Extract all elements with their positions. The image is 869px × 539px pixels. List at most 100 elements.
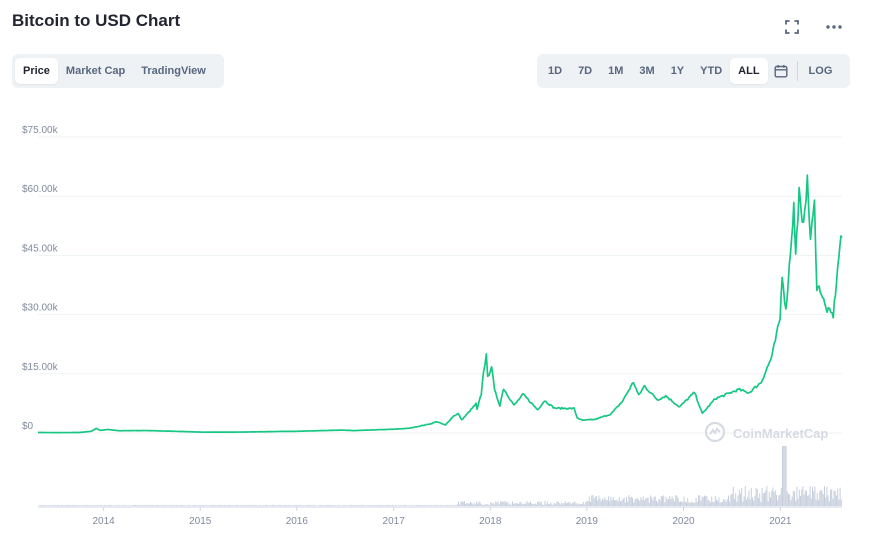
volume-bar xyxy=(178,505,180,506)
volume-bar xyxy=(683,496,685,506)
tab-market-cap[interactable]: Market Cap xyxy=(65,65,126,77)
volume-bar xyxy=(580,503,582,506)
volume-bar xyxy=(606,499,608,506)
volume-bar xyxy=(528,502,530,506)
volume-bar xyxy=(298,505,300,506)
volume-bar xyxy=(808,495,810,506)
volume-bar xyxy=(622,499,624,506)
volume-bar xyxy=(249,505,251,506)
volume-bar xyxy=(180,505,182,506)
volume-bar xyxy=(405,505,407,506)
range-ytd[interactable]: YTD xyxy=(700,65,723,77)
header-actions xyxy=(781,16,845,38)
range-1m[interactable]: 1M xyxy=(608,65,624,77)
volume-bar xyxy=(706,496,708,506)
volume-bar xyxy=(153,505,155,506)
volume-bar xyxy=(287,505,289,506)
volume-bar xyxy=(543,505,545,506)
volume-bar xyxy=(699,495,701,506)
volume-bar xyxy=(356,505,357,506)
volume-bar xyxy=(809,486,811,506)
volume-bar xyxy=(520,502,522,506)
volume-bar xyxy=(612,497,614,506)
tab-price[interactable]: Price xyxy=(15,58,58,84)
range-1d[interactable]: 1D xyxy=(548,65,563,77)
tab-tradingview[interactable]: TradingView xyxy=(141,65,206,77)
volume-bar xyxy=(52,505,54,506)
volume-bar xyxy=(57,505,59,506)
page-title: Bitcoin to USD Chart xyxy=(12,11,181,30)
y-tick-label: $75.00k xyxy=(22,125,59,136)
volume-bar xyxy=(522,504,524,506)
volume-bar xyxy=(645,498,647,506)
volume-bar xyxy=(108,505,110,506)
volume-bar xyxy=(519,502,521,506)
volume-bar xyxy=(821,490,823,506)
volume-bar xyxy=(796,486,798,506)
volume-bar xyxy=(834,491,836,506)
log-toggle[interactable]: LOG xyxy=(808,65,833,77)
volume-bar xyxy=(562,503,564,506)
volume-bar xyxy=(509,503,511,506)
volume-bar xyxy=(510,504,512,506)
volume-bar xyxy=(206,505,207,506)
range-all[interactable]: ALL xyxy=(730,58,768,84)
volume-bar xyxy=(372,505,374,506)
volume-bar xyxy=(544,501,546,506)
volume-bar xyxy=(291,505,293,506)
volume-bar xyxy=(93,505,95,506)
volume-bar xyxy=(92,505,93,506)
volume-bar xyxy=(748,490,750,506)
volume-bar xyxy=(824,486,825,506)
range-7d[interactable]: 7D xyxy=(578,65,593,77)
calendar-button[interactable] xyxy=(768,58,794,84)
volume-bar xyxy=(245,505,247,506)
volume-bar xyxy=(118,505,120,506)
x-tick-label: 2021 xyxy=(769,516,792,527)
volume-bar xyxy=(370,505,372,506)
volume-bar xyxy=(46,505,48,506)
volume-bar xyxy=(424,505,426,506)
volume-bar xyxy=(299,505,301,506)
volume-bar xyxy=(695,497,697,506)
volume-bar xyxy=(137,505,139,506)
volume-bar xyxy=(514,503,516,506)
volume-bar xyxy=(460,501,462,506)
fullscreen-icon[interactable] xyxy=(781,16,803,38)
volume-bar xyxy=(789,494,791,506)
volume-bar xyxy=(570,504,572,506)
volume-bar xyxy=(334,505,336,506)
volume-bar xyxy=(346,505,348,506)
chart-type-tabs: Price Market Cap TradingView xyxy=(12,54,224,88)
volume-bar xyxy=(442,505,444,506)
volume-bar xyxy=(250,505,252,506)
volume-bar xyxy=(308,505,309,506)
volume-bar xyxy=(717,500,719,506)
volume-bar xyxy=(53,505,55,506)
volume-bar xyxy=(840,499,842,506)
volume-bar xyxy=(62,505,63,506)
volume-bar xyxy=(209,505,211,506)
volume-bar xyxy=(220,505,222,506)
volume-bar xyxy=(711,496,713,506)
volume-bar xyxy=(134,505,135,506)
volume-bar xyxy=(802,486,804,506)
range-1y[interactable]: 1Y xyxy=(670,65,685,77)
volume-bar xyxy=(568,501,570,506)
volume-bar xyxy=(778,495,780,506)
volume-bar xyxy=(357,505,359,506)
volume-bar xyxy=(689,502,691,506)
volume-bar xyxy=(440,505,441,506)
volume-bar xyxy=(416,505,417,506)
volume-bar xyxy=(786,491,788,506)
volume-bar xyxy=(444,505,446,506)
volume-bar xyxy=(800,495,801,506)
volume-bar xyxy=(300,505,302,506)
volume-bar xyxy=(213,505,215,506)
volume-bar xyxy=(332,505,333,506)
volume-bar xyxy=(358,505,360,506)
range-3m[interactable]: 3M xyxy=(639,65,655,77)
volume-bar xyxy=(658,499,660,506)
more-icon[interactable] xyxy=(823,16,845,38)
volume-bar xyxy=(609,501,611,506)
